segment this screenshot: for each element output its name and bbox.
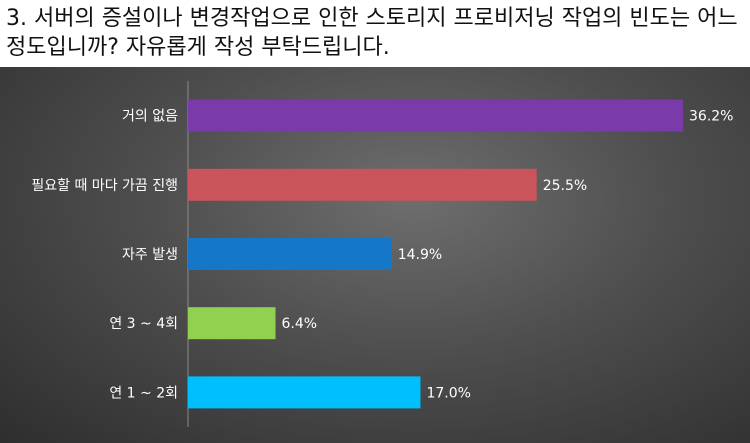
value-label-5: 17.0% [426,385,470,401]
category-label-1: 거의 없음 [122,109,178,125]
category-label-2: 필요할 때 마다 가끔 진행 [31,178,178,194]
value-label-3: 14.9% [398,247,442,263]
bars-group: 거의 없음 36.2% 필요할 때 마다 가끔 진행 25.5% 자주 발생 14.9% 연… [31,99,733,409]
category-label-3: 자주 발생 [122,247,178,263]
bar-1 [188,99,683,132]
value-label-4: 6.4% [282,316,318,332]
bar-chart: 거의 없음 36.2% 필요할 때 마다 가끔 진행 25.5% 자주 발생 14.9% 연… [0,67,750,443]
category-label-4: 연 3 ~ 4회 [109,316,178,332]
category-label-5: 연 1 ~ 2회 [109,385,178,401]
value-label-2: 25.5% [543,178,587,194]
chart-svg: 거의 없음 36.2% 필요할 때 마다 가끔 진행 25.5% 자주 발생 14.9% 연… [31,81,733,427]
bar-4 [188,307,276,340]
bar-3 [188,238,392,270]
bar-5 [188,376,421,409]
value-label-1: 36.2% [689,109,733,125]
question-title: 3. 서버의 증설이나 변경작업으로 인한 스토리지 프로비저닝 작업의 빈도는… [6,6,738,60]
bar-2 [188,168,537,201]
